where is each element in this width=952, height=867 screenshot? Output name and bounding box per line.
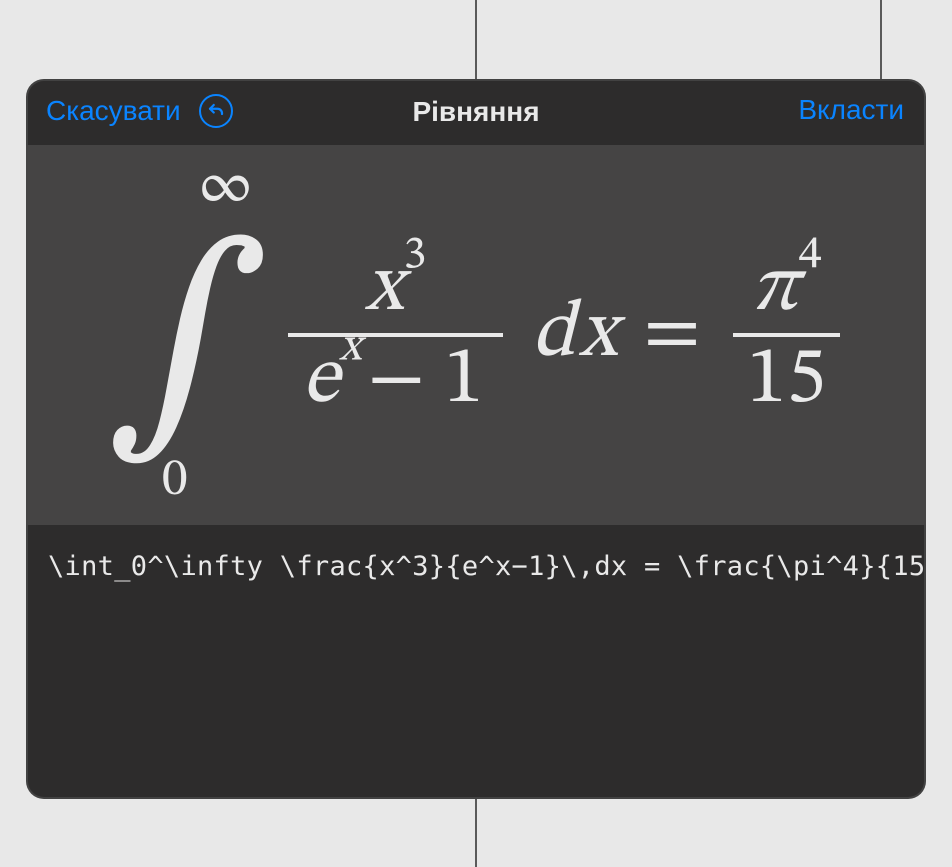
integral-symbol: ∫ ∞ 0	[106, 245, 270, 425]
integral-lower: 0	[162, 455, 188, 507]
dialog-header: Скасувати Рівняння Вкласти	[26, 79, 926, 145]
fraction-right-den: 15	[733, 337, 840, 425]
fraction-left-den: ex− 1	[288, 337, 503, 425]
equation-preview: ∫ ∞ 0 x3 ex− 1 dx =	[26, 145, 926, 525]
undo-icon[interactable]	[199, 94, 233, 128]
insert-button[interactable]: Вкласти	[798, 94, 904, 126]
latex-input[interactable]: \int_0^\infty \frac{x^3}{e^x−1}\,dx = \f…	[26, 525, 926, 608]
pi-exp: 4	[799, 233, 822, 279]
cancel-button[interactable]: Скасувати	[46, 94, 233, 128]
equals-sign: =	[643, 295, 701, 375]
fraction-right-num: π4	[737, 245, 835, 333]
fraction-left: x3 ex− 1	[288, 245, 503, 425]
fraction-right: π4 15	[733, 245, 840, 425]
num-base: x	[365, 249, 403, 329]
pi-base: π	[751, 249, 798, 329]
rendered-equation: ∫ ∞ 0 x3 ex− 1 dx =	[106, 245, 846, 425]
num-exp: 3	[403, 233, 426, 279]
fraction-left-num: x3	[351, 245, 440, 333]
stage: Скасувати Рівняння Вкласти ∫ ∞ 0	[0, 0, 952, 867]
cancel-label: Скасувати	[46, 95, 181, 127]
den-tail: − 1	[367, 341, 483, 421]
integral-upper: ∞	[198, 157, 253, 215]
diff-d: d	[532, 295, 575, 375]
latex-source-text: \int_0^\infty \frac{x^3}{e^x−1}\,dx = \f…	[48, 551, 926, 582]
integral-glyph: ∫	[106, 257, 270, 437]
equation-dialog: Скасувати Рівняння Вкласти ∫ ∞ 0	[26, 79, 926, 799]
den-exp: x	[339, 325, 361, 371]
diff-var: x	[579, 295, 617, 375]
den-base: e	[302, 341, 339, 421]
dialog-title: Рівняння	[412, 96, 539, 128]
